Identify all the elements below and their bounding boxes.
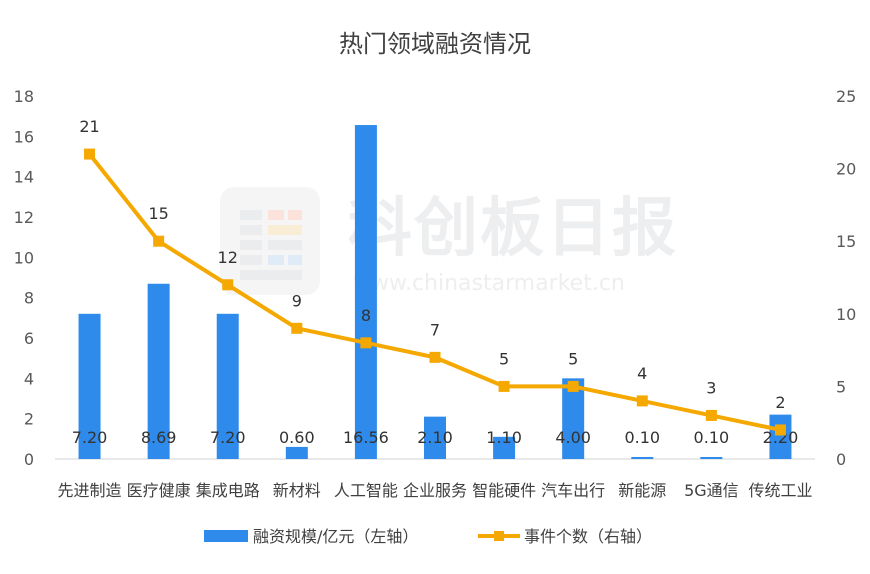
right-tick-label: 5 bbox=[836, 377, 846, 396]
line-value-label: 5 bbox=[499, 349, 509, 368]
line-point bbox=[84, 148, 96, 160]
right-tick-label: 10 bbox=[836, 305, 856, 324]
chart-title: 热门领域融资情况 bbox=[339, 30, 531, 58]
left-tick-label: 12 bbox=[14, 208, 34, 227]
line-point bbox=[636, 395, 648, 407]
left-tick-label: 14 bbox=[14, 168, 34, 187]
bar-value-label: 4.00 bbox=[555, 428, 591, 447]
bar-value-label: 0.10 bbox=[694, 428, 730, 447]
line-point bbox=[498, 380, 510, 392]
left-tick-label: 8 bbox=[24, 289, 34, 308]
legend-line-marker bbox=[494, 531, 504, 541]
category-label: 人工智能 bbox=[334, 481, 398, 500]
category-label: 集成电路 bbox=[196, 481, 260, 500]
line-point bbox=[567, 380, 579, 392]
legend: 融资规模/亿元（左轴） 事件个数（右轴） bbox=[204, 527, 652, 546]
bar bbox=[216, 313, 239, 459]
category-label: 新材料 bbox=[273, 481, 321, 500]
legend-line-label: 事件个数（右轴） bbox=[524, 527, 652, 546]
category-label: 传统工业 bbox=[748, 481, 812, 500]
bar bbox=[424, 416, 446, 459]
watermark-logo-icon bbox=[220, 187, 320, 295]
category-label: 5G通信 bbox=[684, 481, 739, 500]
bar bbox=[285, 446, 308, 459]
left-tick-label: 10 bbox=[14, 248, 34, 267]
line-value-labels: 21 15 12 9 8 7 5 5 4 3 2 bbox=[79, 117, 785, 412]
watermark: 科创板日报 www.chinastarmarket.cn bbox=[220, 187, 678, 296]
line-point bbox=[705, 409, 717, 421]
line-point bbox=[429, 351, 441, 363]
bar-value-label: 7.20 bbox=[72, 428, 108, 447]
bar bbox=[631, 456, 654, 459]
line-value-label: 9 bbox=[292, 291, 302, 310]
bar-value-label: 0.60 bbox=[279, 428, 315, 447]
line-value-label: 12 bbox=[218, 248, 238, 267]
line-value-label: 2 bbox=[775, 393, 785, 412]
line-point bbox=[222, 279, 234, 291]
bar-value-label: 1.10 bbox=[486, 428, 522, 447]
left-tick-label: 18 bbox=[14, 87, 34, 106]
line-value-label: 4 bbox=[637, 364, 647, 383]
line-point bbox=[774, 424, 786, 436]
category-label: 汽车出行 bbox=[541, 481, 605, 500]
left-tick-label: 16 bbox=[14, 127, 34, 146]
left-tick-label: 4 bbox=[24, 369, 34, 388]
line-point bbox=[360, 337, 372, 349]
right-tick-label: 20 bbox=[836, 160, 856, 179]
legend-bar-swatch bbox=[204, 530, 248, 542]
bar bbox=[354, 125, 377, 459]
category-label: 医疗健康 bbox=[127, 481, 191, 500]
bar-value-label: 2.20 bbox=[763, 428, 799, 447]
line-value-label: 7 bbox=[430, 320, 440, 339]
right-tick-label: 25 bbox=[836, 87, 856, 106]
bar-value-labels: 7.20 8.69 7.20 0.60 16.56 2.10 1.10 4.00 0.10 0.1… bbox=[72, 428, 799, 447]
bar bbox=[147, 283, 170, 459]
bar-value-label: 16.56 bbox=[343, 428, 389, 447]
right-tick-label: 0 bbox=[836, 450, 846, 469]
watermark-url: www.chinastarmarket.cn bbox=[353, 271, 625, 296]
category-label: 企业服务 bbox=[403, 481, 467, 500]
line-value-label: 8 bbox=[361, 306, 371, 325]
left-tick-label: 2 bbox=[24, 410, 34, 429]
left-tick-label: 0 bbox=[24, 450, 34, 469]
category-labels: 先进制造 医疗健康 集成电路 新材料 人工智能 企业服务 智能硬件 汽车出行 新能源 5G通信 传统… bbox=[58, 481, 813, 500]
line-point bbox=[291, 322, 303, 334]
bar bbox=[700, 456, 723, 459]
left-axis-ticks: 0 2 4 6 8 10 12 14 16 18 bbox=[14, 87, 34, 469]
line-value-label: 5 bbox=[568, 349, 578, 368]
watermark-brand: 科创板日报 bbox=[348, 192, 678, 266]
left-tick-label: 6 bbox=[24, 329, 34, 348]
right-tick-label: 15 bbox=[836, 232, 856, 251]
line-value-label: 3 bbox=[706, 378, 716, 397]
bar-value-label: 2.10 bbox=[417, 428, 453, 447]
line-series bbox=[84, 148, 786, 436]
category-label: 智能硬件 bbox=[472, 481, 536, 500]
bar-value-label: 8.69 bbox=[141, 428, 177, 447]
bar bbox=[78, 313, 101, 459]
category-label: 先进制造 bbox=[58, 481, 122, 500]
bar bbox=[562, 378, 585, 459]
line-point bbox=[153, 235, 165, 247]
bar-value-label: 0.10 bbox=[624, 428, 660, 447]
legend-bar-label: 融资规模/亿元（左轴） bbox=[253, 527, 418, 546]
line-value-label: 15 bbox=[148, 204, 168, 223]
bar bbox=[493, 436, 516, 459]
category-label: 新能源 bbox=[618, 481, 666, 500]
right-axis-ticks: 0 5 10 15 20 25 bbox=[836, 87, 856, 469]
line-value-label: 21 bbox=[79, 117, 99, 136]
bar-value-label: 7.20 bbox=[210, 428, 246, 447]
